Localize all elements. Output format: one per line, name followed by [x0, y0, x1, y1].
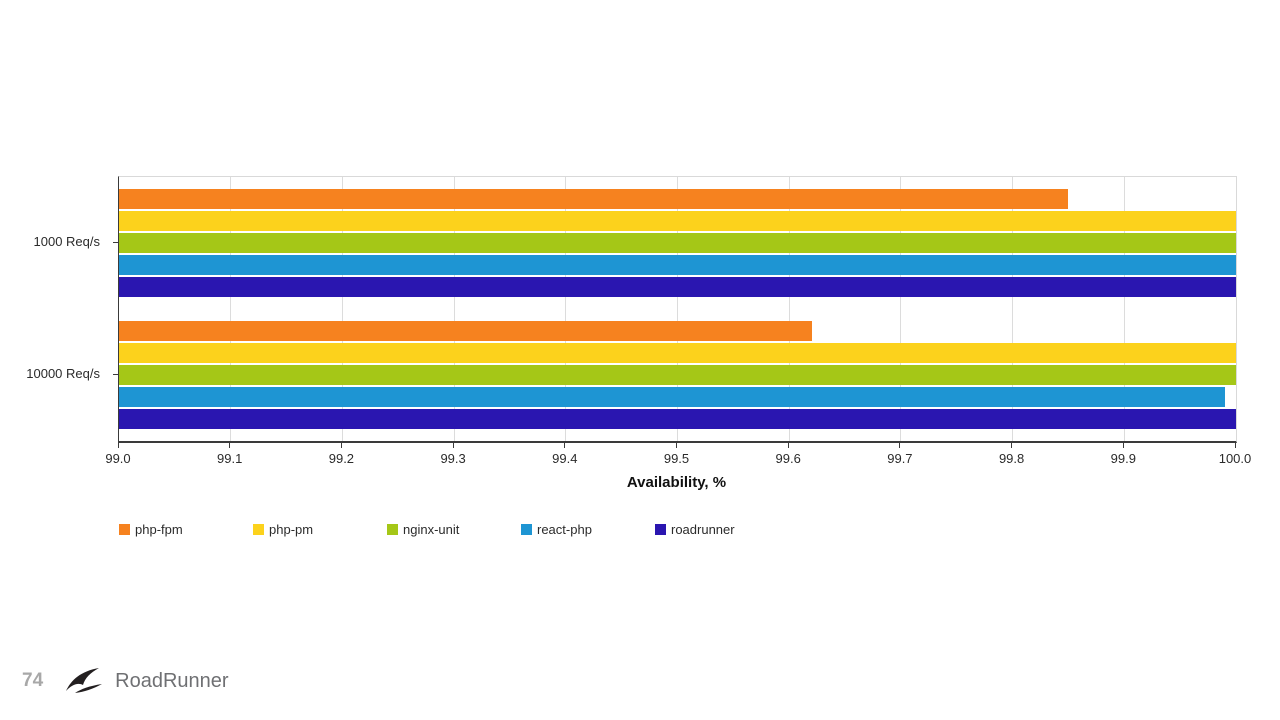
x-tick-mark	[1122, 443, 1124, 448]
x-tick-mark	[117, 443, 119, 448]
bar-nginx-unit	[119, 365, 1236, 385]
legend: php-fpm php-pm nginx-unit react-php roadrunn…	[119, 522, 789, 537]
bar-roadrunner	[119, 409, 1236, 429]
y-axis: 1000 Req/s 10000 Req/s	[2, 176, 108, 440]
bar-react-php	[119, 387, 1225, 407]
legend-swatch	[253, 524, 264, 535]
bar-php-pm	[119, 343, 1236, 363]
x-tick-label: 99.7	[887, 451, 913, 466]
slide-footer: 74 RoadRunner	[22, 666, 229, 696]
x-tick-mark	[899, 443, 901, 448]
legend-swatch	[655, 524, 666, 535]
x-tick-label: 99.9	[1110, 451, 1136, 466]
x-tick-label: 99.0	[105, 451, 131, 466]
bar-php-fpm	[119, 189, 1069, 209]
x-tick-mark	[229, 443, 231, 448]
gridline	[230, 177, 232, 441]
x-tick-mark	[340, 443, 342, 448]
x-tick-mark	[787, 443, 789, 448]
gridline	[788, 177, 790, 441]
gridline	[565, 177, 567, 441]
legend-item-nginx-unit: nginx-unit	[387, 522, 521, 537]
bar-roadrunner	[119, 277, 1236, 297]
legend-label: php-pm	[269, 522, 314, 537]
y-category-label: 1000 Req/s	[33, 234, 101, 249]
legend-item-php-pm: php-pm	[253, 522, 387, 537]
x-tick-label: 99.4	[552, 451, 578, 466]
x-tick-label: 99.8	[998, 451, 1025, 466]
gridline	[677, 177, 678, 441]
x-tick-mark	[452, 443, 454, 448]
legend-swatch	[521, 524, 532, 535]
legend-item-react-php: react-php	[521, 522, 655, 537]
bar-php-pm	[119, 211, 1236, 231]
legend-label: roadrunner	[671, 522, 735, 537]
gridline	[1012, 177, 1014, 441]
x-tick-mark	[1011, 443, 1013, 448]
availability-bar-chart: 99.0 99.1 99.2 99.3 99.4 99.5 99.6 99.7 99.8 99.9…	[26, 176, 1251, 596]
y-category-label: 10000 Req/s	[26, 366, 100, 381]
x-tick-mark	[1234, 443, 1236, 448]
gridline	[1123, 177, 1125, 441]
x-tick-label: 100.0	[1218, 451, 1252, 466]
x-tick-label: 99.3	[440, 451, 466, 466]
x-tick-label: 99.6	[775, 451, 801, 466]
legend-item-php-fpm: php-fpm	[119, 522, 253, 537]
page-number: 74	[22, 670, 44, 691]
x-axis-title: Availability, %	[626, 474, 727, 491]
legend-swatch	[387, 524, 398, 535]
y-tick-mark	[113, 374, 118, 375]
legend-item-roadrunner: roadrunner	[655, 522, 789, 537]
x-axis: 99.0 99.1 99.2 99.3 99.4 99.5 99.6 99.7 99.8 99.9…	[105, 443, 1251, 477]
x-tick-label: 99.2	[328, 451, 355, 466]
legend-swatch	[119, 524, 130, 535]
legend-label: react-php	[537, 522, 592, 537]
x-tick-label: 99.1	[217, 451, 243, 466]
legend-label: php-fpm	[135, 522, 183, 537]
y-tick-mark	[113, 242, 118, 243]
brand-name: RoadRunner	[115, 669, 229, 692]
gridline	[900, 177, 902, 441]
legend-label: nginx-unit	[403, 522, 460, 537]
x-tick-label: 99.5	[663, 451, 690, 466]
bar-php-fpm	[119, 321, 812, 341]
roadrunner-logo-icon	[65, 666, 103, 696]
x-tick-mark	[676, 443, 677, 448]
x-tick-mark	[564, 443, 566, 448]
gridline	[453, 177, 455, 441]
gridline	[341, 177, 343, 441]
bar-nginx-unit	[119, 233, 1236, 253]
bar-react-php	[119, 255, 1236, 275]
plot-area	[118, 176, 1237, 443]
